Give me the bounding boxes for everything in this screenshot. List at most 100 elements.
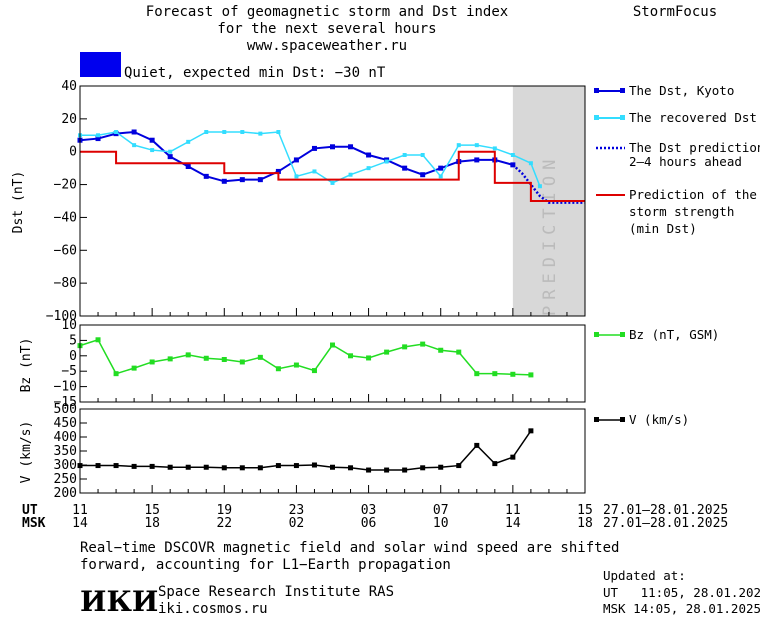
v-series-0-point	[311, 462, 317, 468]
legend-dst-prediction-label-2: 2–4 hours ahead	[629, 154, 742, 169]
legend: The Dst, Kyoto The recovered Dst The Dst…	[594, 83, 760, 427]
ut-tick-label: 11	[72, 503, 88, 518]
dst-series-1-point	[537, 184, 542, 189]
v-series-0-point	[293, 463, 299, 469]
bz-series-0-point	[239, 359, 245, 365]
dst-series-0-point	[275, 168, 281, 174]
dst-series-line-1	[80, 131, 541, 187]
dst-series-0-point	[330, 144, 335, 150]
v-series-0-point	[275, 463, 281, 469]
prediction-band-label: PREDICTION	[540, 154, 560, 316]
bz-y-tick-label: 5	[69, 333, 77, 348]
msk-tick-label: 18	[577, 516, 593, 531]
dst-series-1-point	[132, 143, 137, 148]
v-series-0-point	[185, 464, 191, 470]
dst-y-axis-label: Dst (nT)	[11, 171, 26, 234]
institute-site: iki.cosmos.ru	[158, 601, 268, 617]
ut-label: UT	[22, 503, 38, 518]
dst-series-0-point	[438, 165, 444, 171]
v-series-0-point	[113, 463, 119, 469]
footer-note-line-2: forward, accounting for L1−Earth propaga…	[80, 557, 451, 573]
dst-series-1-point	[330, 180, 335, 185]
bz-y-tick-label: −5	[61, 364, 77, 379]
dst-series-0-point	[131, 129, 137, 135]
bz-series-0-point	[528, 372, 534, 378]
bz-series-0-point	[185, 352, 191, 358]
legend-min-dst-label-1: Prediction of the	[629, 187, 757, 202]
dst-y-tick-label: 40	[61, 79, 77, 94]
v-series-0-point	[474, 442, 480, 448]
dst-series-1-point	[204, 130, 209, 134]
legend-recovered-dst-label: The recovered Dst	[629, 110, 757, 125]
bz-series-0-point	[492, 371, 498, 377]
bz-series-0-point	[474, 371, 480, 377]
v-y-tick-label: 400	[54, 430, 77, 445]
dst-series-1-point	[492, 146, 497, 151]
v-y-tick-label: 300	[54, 458, 77, 473]
dst-series-0-point	[257, 177, 263, 183]
ut-tick-label: 15	[577, 503, 593, 518]
dst-series-0-point	[311, 145, 317, 151]
dst-series-0-point	[348, 144, 354, 150]
legend-dst-prediction-label-1: The Dst prediction	[629, 140, 760, 155]
v-series-0-point	[149, 463, 155, 469]
bz-y-axis-label: Bz (nT)	[19, 338, 34, 393]
v-series-line-0	[80, 430, 532, 471]
legend-v-label: V (km/s)	[629, 412, 689, 427]
status-text: Quiet, expected min Dst: −30 nT	[124, 65, 386, 81]
msk-date-range: 27.01–28.01.2025	[603, 516, 728, 531]
dst-series-1-point	[420, 153, 425, 157]
v-y-tick-label: 450	[54, 416, 77, 431]
dst-series-1-point	[510, 153, 515, 157]
dst-series-1-point	[312, 169, 317, 174]
v-series-0-point	[420, 465, 426, 471]
dst-y-tick-label: −100	[46, 309, 77, 324]
msk-tick-label: 10	[433, 516, 449, 531]
v-series-0-point	[492, 461, 498, 467]
v-series-0-point	[330, 464, 335, 470]
bz-series-line-0	[79, 338, 531, 376]
ut-tick-label: 03	[361, 503, 377, 518]
dst-y-tick-label: −20	[54, 178, 77, 193]
v-series-0-point	[257, 465, 263, 471]
updated-ut: UT 11:05, 28.01.2025	[603, 585, 760, 600]
dst-series-1-point	[366, 166, 371, 171]
dst-series-1-point	[150, 148, 155, 153]
legend-bz-label: Bz (nT, GSM)	[629, 327, 719, 342]
dst-y-tick-label: −60	[54, 243, 77, 258]
bz-series-0-point	[510, 371, 516, 377]
msk-tick-label: 14	[72, 516, 88, 531]
v-series-0-point	[402, 467, 408, 473]
bz-series-0-point	[203, 355, 209, 361]
ut-tick-label: 11	[505, 503, 521, 518]
dst-y-tick-label: −80	[54, 276, 77, 291]
dst-y-tick-label: −40	[54, 210, 77, 225]
bz-series-0-point	[275, 366, 281, 372]
v-series-0-point	[366, 467, 372, 473]
dst-chart: PREDICTION 40 20 0 −20 −40 −60 −80 −100 Dst (nT…	[11, 79, 586, 324]
dst-series-line-0	[79, 130, 514, 183]
dst-series-line-3	[80, 150, 585, 202]
v-series-0-point	[239, 465, 245, 471]
v-series-0-point	[456, 463, 462, 469]
legend-item-recovered-dst: The recovered Dst	[594, 110, 757, 125]
iki-logo: ИКИ	[80, 585, 158, 618]
v-y-tick-label: 500	[54, 402, 77, 417]
v-series-0-point	[348, 465, 354, 471]
dst-series-1-point	[348, 172, 353, 177]
dst-series-1-point	[276, 130, 281, 134]
dst-series-0-point	[95, 136, 101, 142]
msk-tick-label: 06	[361, 516, 377, 531]
ut-tick-label: 15	[144, 503, 160, 518]
bz-plot-frame	[79, 324, 586, 403]
dst-series-1-point	[294, 174, 299, 179]
v-series-0-point	[95, 463, 101, 469]
dst-series-1-point	[384, 159, 389, 164]
msk-label: MSK	[22, 516, 46, 531]
legend-item-bz: Bz (nT, GSM)	[594, 327, 719, 342]
dst-series-1-point	[186, 139, 191, 144]
title-line-1: Forecast of geomagnetic storm and Dst in…	[146, 4, 508, 20]
bz-series-0-point	[311, 368, 317, 374]
